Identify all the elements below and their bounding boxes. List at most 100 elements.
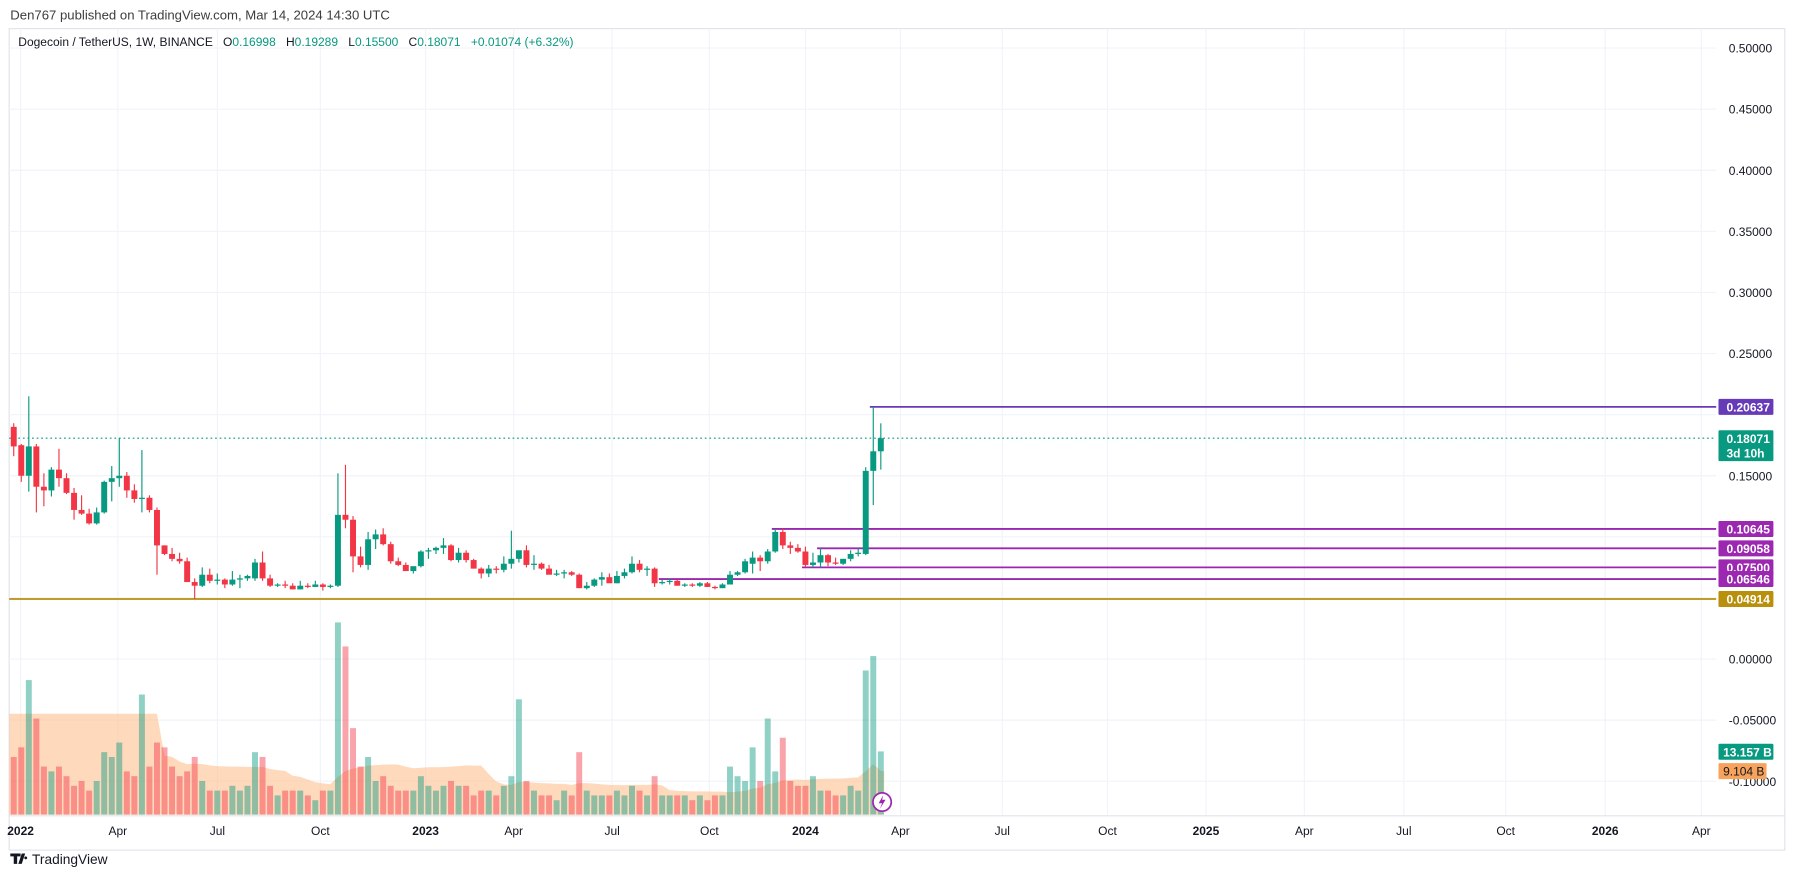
replay-button[interactable] (872, 792, 893, 813)
level-price-tag-bg (1718, 590, 1774, 607)
volume-bar (561, 790, 568, 815)
price-tick-label: 0.00000 (1729, 653, 1773, 667)
candle-body (372, 534, 379, 540)
price-tick-label: 0.30000 (1729, 286, 1773, 300)
volume-bar (176, 776, 183, 815)
candle-body (809, 562, 816, 565)
tradingview-logo[interactable]: TradingView (10, 852, 108, 867)
candle (214, 573, 221, 585)
volume-bar (719, 795, 726, 815)
candle (696, 582, 703, 587)
candle (674, 579, 681, 586)
time-tick-label: Apr (109, 824, 128, 838)
candle (357, 546, 364, 568)
candle-body (674, 580, 681, 586)
candle-body (169, 553, 176, 559)
candle-body (719, 584, 726, 589)
candle (772, 528, 779, 553)
volume-bar (606, 795, 613, 815)
volume-bar (598, 795, 605, 815)
time-tick-label: Apr (504, 824, 523, 838)
candle (297, 580, 304, 590)
volume-bar (33, 718, 40, 815)
volume-bar (236, 790, 243, 815)
level-price-tag-text: 0.20637 (1726, 400, 1770, 414)
candle-body (432, 547, 439, 551)
candle-body (757, 557, 764, 562)
volume-bar (470, 795, 477, 815)
candle (387, 541, 394, 564)
price-tick-label: 0.50000 (1729, 42, 1773, 56)
volume-bar (629, 785, 635, 815)
time-axis[interactable]: 2022 Apr Jul Oct 2023 Apr Jul Oct 2024 Apr Jul Oct 2… (7, 815, 1785, 838)
candle (553, 569, 560, 576)
volume-tag-text: 13.157 B (1723, 745, 1772, 759)
candle-body (817, 555, 824, 563)
candle (319, 583, 326, 591)
candle (719, 583, 726, 589)
volume-bar (138, 694, 145, 815)
candle-body (33, 446, 40, 487)
volume-bar (259, 756, 266, 815)
candle-body (259, 562, 266, 579)
volume-bar (523, 780, 530, 815)
volume-bar (855, 790, 862, 815)
candle-body (629, 563, 635, 573)
candle-body (621, 572, 628, 576)
candle-body (840, 558, 847, 564)
candle-body (764, 551, 771, 562)
volume-bar (870, 656, 877, 815)
candle-body (832, 562, 839, 564)
candle (764, 549, 771, 564)
candle-body (644, 568, 651, 570)
candle-body (236, 578, 243, 580)
candle (402, 562, 409, 572)
candle (334, 473, 341, 587)
candle-body (342, 514, 349, 520)
last-price-tag-text: 3d 10h (1726, 447, 1764, 461)
candle (757, 555, 764, 572)
candle (274, 583, 281, 587)
volume-bar (86, 790, 93, 815)
candle-body (18, 445, 25, 476)
candle (621, 568, 628, 579)
volume-bar (515, 699, 522, 815)
candle (304, 583, 311, 589)
candle-body (636, 563, 643, 570)
candle (131, 484, 138, 503)
volume-bar (478, 790, 485, 815)
volume-bar (108, 756, 115, 815)
candle (817, 547, 824, 568)
volume-bar (319, 790, 326, 815)
level-price-tag: 0.06546 (1718, 571, 1774, 588)
volume-bar (809, 776, 816, 815)
horizontal-levels[interactable] (9, 405, 1717, 600)
candle-body (470, 560, 477, 569)
volume-bar (101, 752, 108, 815)
candle (809, 552, 816, 568)
volume-bar (621, 795, 628, 815)
chart-frame (8, 28, 1786, 851)
candle-body (131, 490, 138, 499)
volume-bar (40, 766, 47, 815)
candle (169, 547, 176, 562)
candle (870, 406, 877, 506)
volume-bar (18, 747, 25, 815)
candle-body (116, 475, 123, 479)
candle (93, 507, 100, 525)
candle-body (734, 572, 741, 575)
volume-bar (229, 785, 236, 815)
volume-bar (757, 780, 764, 815)
volume-bar (214, 790, 221, 815)
volume-bar (71, 785, 78, 815)
time-tick-label: 2023 (412, 824, 439, 838)
candle-body (395, 561, 402, 565)
candle-body (184, 561, 191, 583)
volume-bar (576, 752, 583, 815)
volume-bar (282, 790, 289, 815)
volume-bar (553, 800, 560, 815)
candle-body (108, 478, 115, 482)
price-axis[interactable]: 0.50000 0.45000 0.40000 0.35000 0.30000 0.250… (1718, 42, 1776, 789)
